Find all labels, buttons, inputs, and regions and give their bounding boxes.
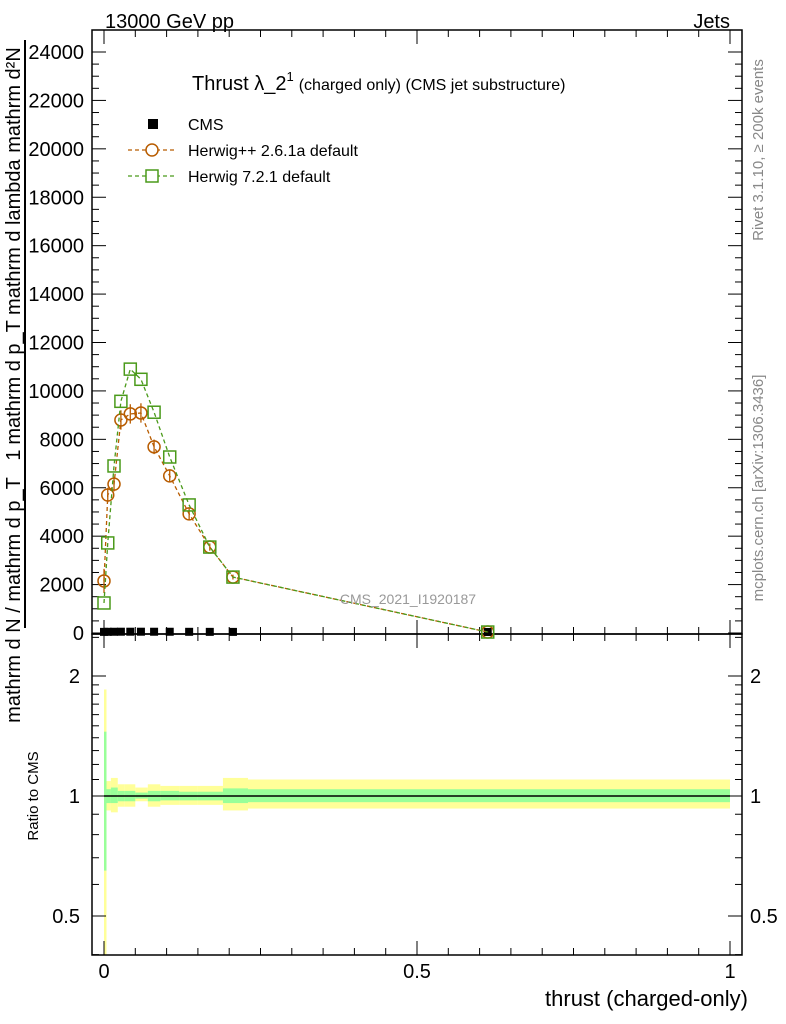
herwig7-point xyxy=(147,405,161,419)
title-suffix: (charged only) (CMS jet substructure) xyxy=(299,77,566,94)
y-tick-label: 8000 xyxy=(40,429,85,451)
chart-title: Thrust λ_21 (charged only) (CMS jet subst… xyxy=(192,69,565,95)
ratio-y-tick-label: 0.5 xyxy=(52,906,80,928)
cms-point xyxy=(136,627,145,636)
legend-herwig7-label: Herwig 7.2.1 default xyxy=(188,169,331,186)
herwigpp-point xyxy=(134,406,148,420)
y-tick-label: 2000 xyxy=(40,575,85,597)
ratio-bands xyxy=(104,689,731,955)
herwig7-point xyxy=(97,596,111,610)
y-tick-label: 22000 xyxy=(28,90,84,112)
herwig7-point xyxy=(114,394,128,409)
y-label-left-top: mathrm d²N xyxy=(3,47,25,153)
herwig7-point xyxy=(162,450,177,464)
cms-point xyxy=(165,627,174,636)
herwig7-point xyxy=(107,459,121,473)
labels: 13000 GeV pp Jets Thrust λ_21(charged on… xyxy=(3,11,767,1011)
header-left: 13000 GeV pp xyxy=(105,11,234,33)
y-tick-label: 4000 xyxy=(40,526,85,548)
x-tick-label: 0.5 xyxy=(403,961,431,983)
herwig7-point xyxy=(101,536,115,550)
header-right: Jets xyxy=(693,11,730,33)
herwig7-point xyxy=(123,362,138,376)
axes: 0 2000 4000 6000 8000 10000 12000 14000 16000 180… xyxy=(28,29,778,983)
y-tick-label: 12000 xyxy=(28,333,84,355)
x-axis-label: thrust (charged-only) xyxy=(545,986,748,1011)
ratio-y-tick-label: 1 xyxy=(69,786,80,808)
ratio-y-tick-label-right: 1 xyxy=(750,786,761,808)
title-main: Thrust λ_2 xyxy=(192,73,286,95)
herwig7-point xyxy=(226,570,240,584)
cms-point xyxy=(150,627,159,636)
herwigpp-point xyxy=(162,469,177,483)
y-label-left-bottom: 1 xyxy=(3,449,25,460)
herwigpp-point xyxy=(107,477,121,491)
cms-point xyxy=(103,627,112,636)
herwigpp-point xyxy=(147,440,161,454)
ratio-y-tick-label-right: 2 xyxy=(750,666,761,688)
ratio-y-tick-label: 2 xyxy=(69,666,80,688)
y-tick-label: 6000 xyxy=(40,478,85,500)
herwigpp-point xyxy=(101,488,115,502)
cms-point xyxy=(110,627,119,636)
mcplots-label: mcplots.cern.ch [arXiv:1306.3436] xyxy=(750,375,767,602)
herwig7-line xyxy=(103,367,488,633)
y-tick-label: 20000 xyxy=(28,139,84,161)
y-tick-label: 16000 xyxy=(28,236,84,258)
ratio-y-label: Ratio to CMS xyxy=(25,751,42,840)
x-tick-label: 0 xyxy=(98,961,109,983)
herwig7-point xyxy=(182,498,196,512)
cms-point xyxy=(185,627,194,636)
cms-point xyxy=(116,627,125,636)
x-tick-label: 1 xyxy=(724,961,735,983)
legend-herwigpp-label: Herwig++ 2.6.1a default xyxy=(188,143,358,160)
legend-cms-marker xyxy=(148,119,158,129)
legend-herwig7-marker xyxy=(145,169,159,183)
y-tick-label: 18000 xyxy=(28,187,84,209)
y-tick-label: 24000 xyxy=(28,42,84,64)
title-sup: 1 xyxy=(286,69,293,84)
herwig7-point xyxy=(203,540,217,554)
legend-herwigpp-marker xyxy=(145,143,159,157)
data-marks xyxy=(97,362,495,639)
y-label-right-bottom: mathrm d N / mathrm d p_T xyxy=(3,477,25,723)
cms-point xyxy=(126,627,135,636)
y-tick-label: 10000 xyxy=(28,381,84,403)
herwigpp-line xyxy=(103,412,488,633)
ratio-y-tick-label-right: 0.5 xyxy=(750,906,778,928)
cms-point xyxy=(205,627,214,636)
y-tick-label: 14000 xyxy=(28,284,84,306)
herwig7-point xyxy=(134,372,148,387)
watermark: CMS_2021_I1920187 xyxy=(340,591,476,607)
herwigpp-point xyxy=(123,407,138,421)
cms-point xyxy=(228,627,237,636)
ratio-band-stat xyxy=(104,731,107,871)
legend-cms-label: CMS xyxy=(188,117,224,134)
herwigpp-point xyxy=(97,574,111,588)
legend: CMS Herwig++ 2.6.1a default Herwig 7.2.1… xyxy=(128,117,358,186)
y-label-right-top: mathrm d p_T mathrm d lambda xyxy=(3,158,25,444)
y-tick-label: 0 xyxy=(73,623,84,645)
herwigpp-point xyxy=(182,507,196,521)
herwig7-point xyxy=(480,625,495,639)
herwigpp-point xyxy=(114,413,128,427)
rivet-label: Rivet 3.1.10, ≥ 200k events xyxy=(750,59,767,241)
